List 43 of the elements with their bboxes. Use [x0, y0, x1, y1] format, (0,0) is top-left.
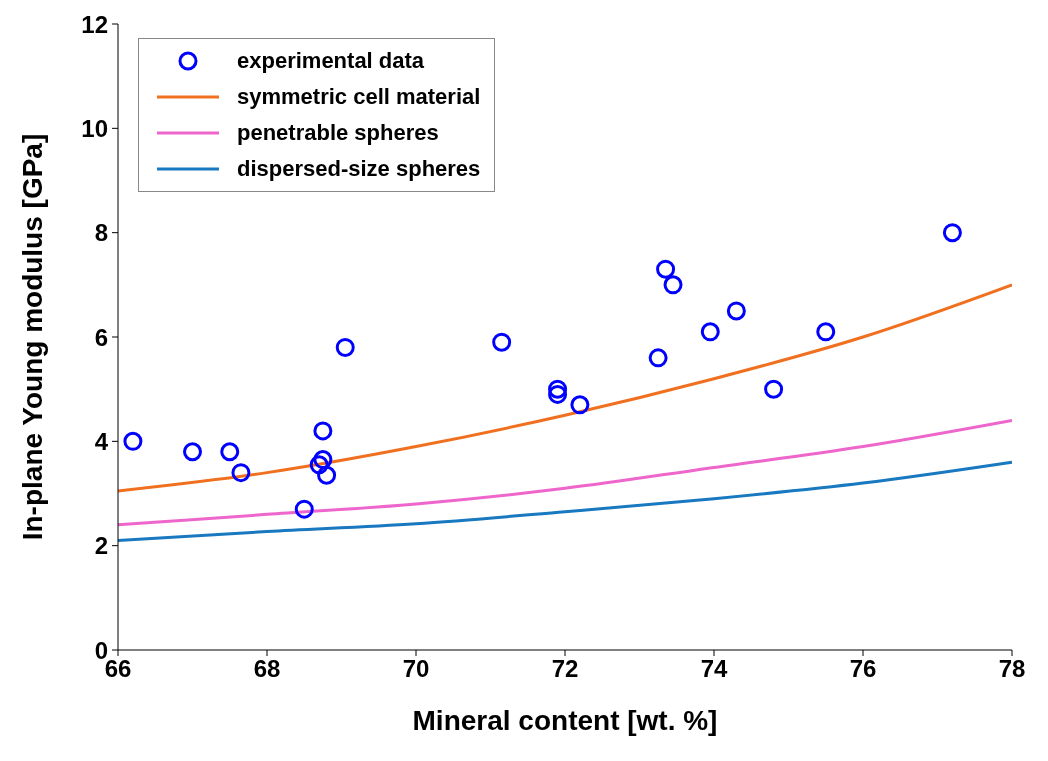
legend-label: dispersed-size spheres [237, 156, 481, 182]
legend-label: symmetric cell material [237, 84, 481, 110]
line-series [118, 283, 1012, 493]
x-tick-label: 68 [253, 655, 281, 683]
y-tick-label: 6 [94, 323, 108, 351]
point [183, 442, 202, 462]
x-tick-label: 72 [551, 655, 579, 683]
y-tick-label: 12 [81, 10, 108, 38]
point [942, 223, 962, 243]
y-tick-label: 8 [94, 219, 108, 247]
x-tick-label: 70 [402, 655, 430, 683]
point [294, 499, 314, 519]
point [317, 465, 337, 485]
point [313, 450, 333, 470]
legend-label: experimental data [237, 48, 425, 74]
y-tick-label: 10 [81, 114, 108, 142]
line-series [118, 418, 1012, 527]
point [663, 275, 683, 295]
point [313, 421, 333, 441]
x-tick-label: 78 [998, 655, 1026, 683]
point [764, 379, 784, 399]
point [220, 442, 240, 462]
point [548, 384, 568, 404]
point [548, 379, 568, 399]
legend-label: penetrable spheres [237, 120, 439, 146]
point [123, 431, 143, 451]
point [726, 301, 746, 321]
x-tick-label: 74 [700, 655, 728, 683]
point [335, 337, 355, 357]
point [570, 395, 590, 415]
point [816, 322, 836, 342]
y-axis-title: In-plane Young modulus [GPa] [16, 133, 48, 541]
y-tick-label: 4 [94, 427, 109, 455]
point [231, 463, 251, 483]
x-axis-title: Mineral content [wt. %] [412, 705, 718, 736]
point [309, 455, 329, 475]
point [492, 332, 512, 352]
y-tick-label: 2 [94, 532, 108, 560]
point [700, 322, 720, 342]
line-series [118, 460, 1012, 542]
point [648, 348, 668, 368]
point [656, 259, 676, 279]
x-tick-label: 76 [849, 655, 877, 683]
